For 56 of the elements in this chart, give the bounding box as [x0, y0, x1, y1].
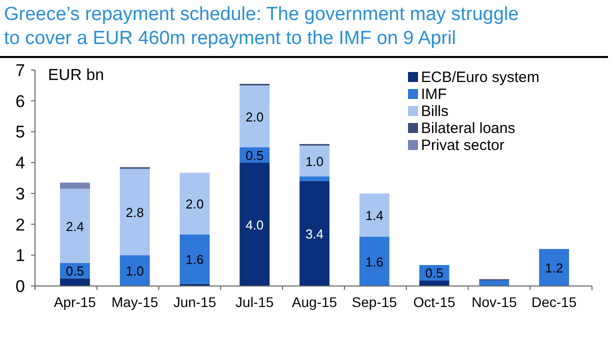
y-tick-label: 0	[16, 277, 25, 296]
data-label: 1.0	[305, 154, 324, 170]
bar	[300, 176, 330, 182]
data-label: 0.5	[425, 266, 444, 281]
y-axis-title: EUR bn	[48, 67, 104, 84]
data-label: 1.6	[365, 254, 384, 270]
legend-label: ECB/Euro system	[421, 69, 540, 86]
bar	[180, 172, 210, 234]
data-label: 0.5	[246, 148, 264, 163]
data-label: 2.0	[186, 196, 204, 212]
y-tick-label: 3	[16, 184, 25, 204]
x-tick-label: Dec-15	[531, 294, 577, 310]
bar	[300, 181, 330, 286]
legend-label: Privat sector	[421, 137, 504, 154]
y-tick-label: 7	[16, 61, 25, 80]
bar	[479, 280, 510, 286]
bar	[120, 255, 150, 286]
bar	[180, 234, 210, 284]
legend-label: Bilateral loans	[421, 120, 516, 137]
data-label: 4.0	[246, 217, 264, 232]
data-label: 2.4	[66, 218, 84, 234]
data-label: 2.0	[246, 109, 264, 124]
data-label: 3.4	[305, 226, 324, 242]
bar	[240, 85, 270, 148]
y-tick-label: 2	[16, 215, 25, 234]
data-label: 1.6	[186, 252, 204, 268]
bar	[60, 188, 90, 263]
chart-title: Greece’s repayment schedule: The government may struggle to cover a EUR 460m repayment to the IMF on 9 April	[4, 4, 519, 49]
bar	[60, 278, 90, 286]
x-tick-label: Oct-15	[413, 294, 456, 310]
legend-label: IMF	[421, 86, 447, 103]
x-tick-label: Sep-15	[352, 294, 398, 310]
data-label: 1.4	[365, 208, 384, 224]
x-tick-label: Jun-15	[173, 294, 216, 310]
legend-label: Bills	[421, 103, 449, 120]
bar	[60, 182, 90, 189]
x-tick-label: Aug-15	[292, 294, 338, 310]
data-label: 1.0	[126, 264, 144, 279]
y-tick-label: 4	[16, 154, 25, 173]
y-tick-label: 6	[16, 92, 25, 111]
x-tick-label: Nov-15	[472, 294, 517, 310]
y-tick-label: 1	[16, 246, 25, 266]
data-label: 2.8	[126, 204, 144, 220]
bar	[240, 162, 270, 286]
bar	[359, 236, 390, 286]
x-tick-label: Apr-15	[54, 294, 96, 310]
bar	[359, 193, 390, 237]
x-tick-label: Jul-15	[236, 294, 274, 310]
y-tick-label: 5	[16, 122, 25, 142]
x-tick-label: May-15	[111, 294, 158, 310]
bar	[419, 280, 450, 286]
bar	[539, 248, 570, 286]
data-label: 1.2	[545, 260, 564, 276]
bar	[300, 146, 330, 176]
data-label: 0.5	[66, 264, 84, 279]
bar	[120, 168, 150, 256]
